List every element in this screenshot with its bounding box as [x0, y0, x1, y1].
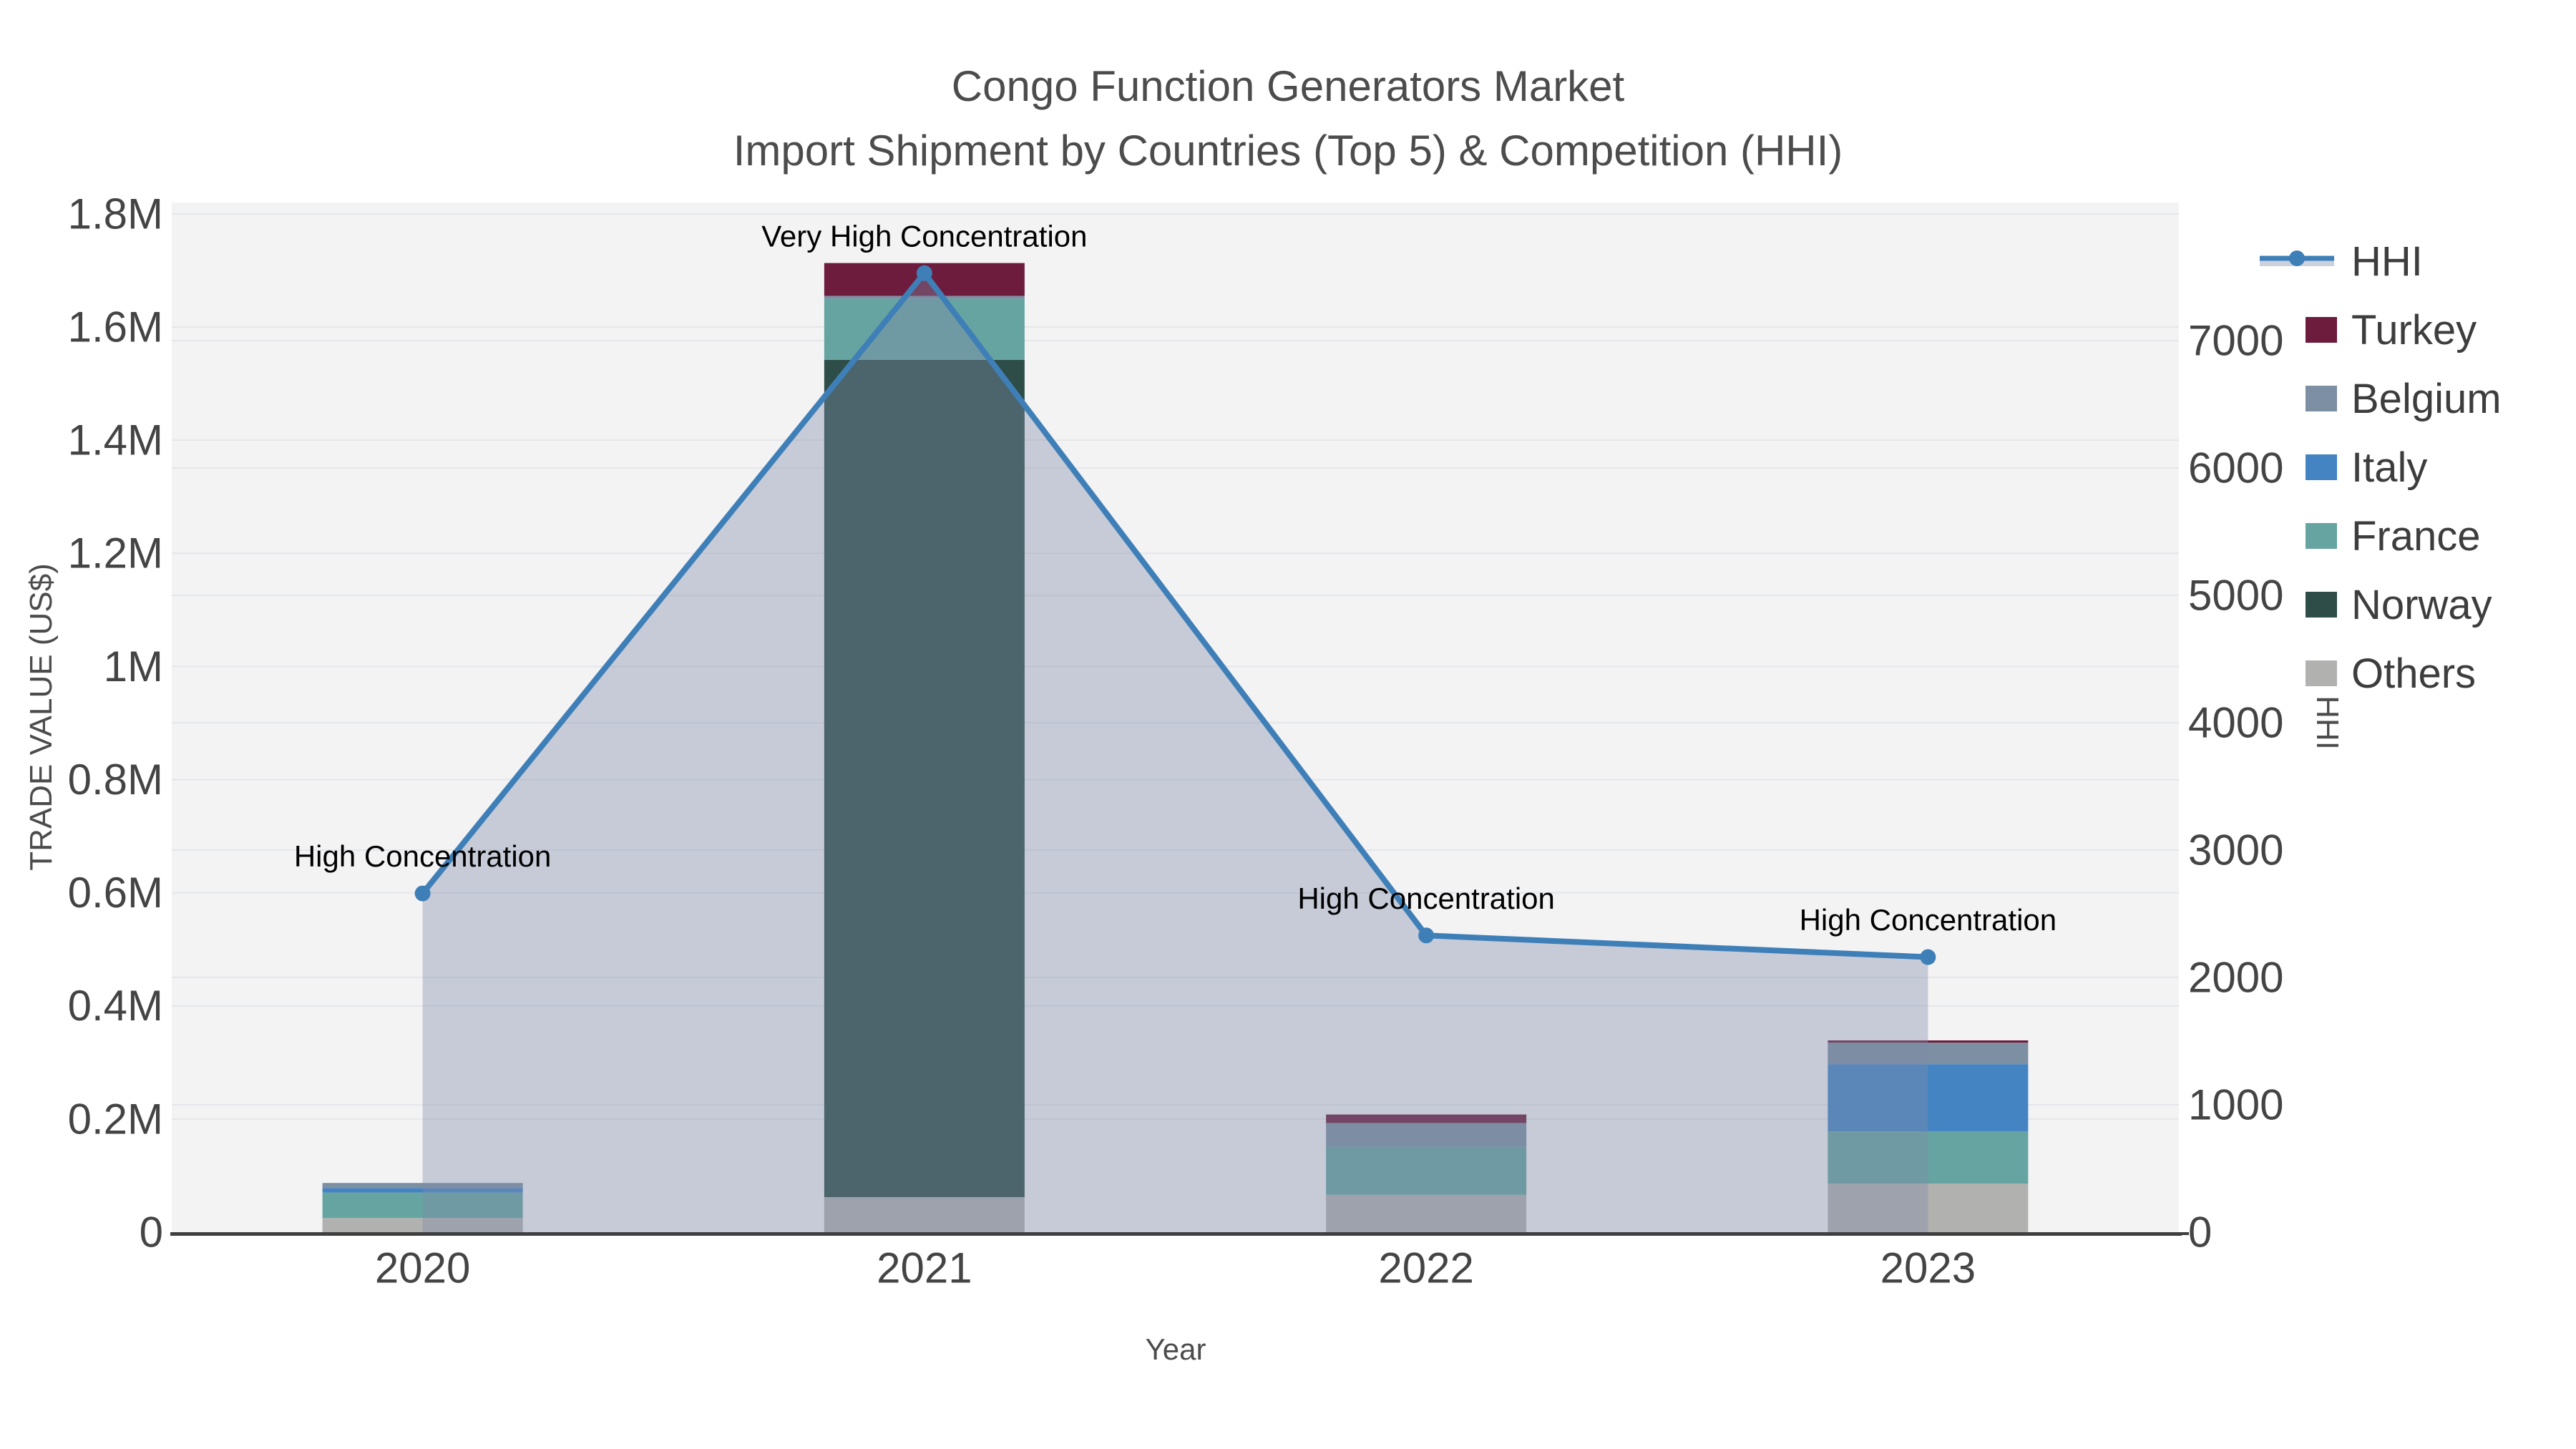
y-left-axis-title: TRADE VALUE (US$) [24, 563, 59, 871]
legend-item-belgium[interactable]: Belgium [2260, 364, 2502, 433]
bar-segment-france-2020[interactable] [322, 1192, 523, 1219]
legend-swatch-icon [2260, 592, 2338, 618]
hhi-line [419, 270, 1931, 960]
x-tick-label: 2021 [877, 1244, 972, 1292]
chart-title-line1: Congo Function Generators Market [951, 62, 1625, 110]
y-right-tick-label: 5000 [2188, 572, 2283, 620]
y-left-tick-label: 1.6M [68, 303, 163, 351]
bar-segment-turkey-2022[interactable] [1326, 1114, 1527, 1123]
bar-segment-turkey-2023[interactable] [1828, 1040, 2029, 1043]
legend-item-turkey[interactable]: Turkey [2260, 296, 2502, 364]
y-right-tick-label: 0 [2188, 1209, 2212, 1257]
bar-segment-belgium-2023[interactable] [1828, 1043, 2029, 1065]
legend-item-france[interactable]: France [2260, 502, 2502, 570]
annotation: High Concentration [1297, 882, 1555, 915]
bar-segment-france-2023[interactable] [1828, 1131, 2029, 1184]
legend-swatch [2306, 386, 2337, 411]
x-tick-label: 2022 [1378, 1244, 1473, 1292]
hhi-marker-2021[interactable] [916, 265, 932, 281]
legend-label: Belgium [2351, 375, 2502, 422]
y-left-tick-label: 0.6M [68, 869, 163, 917]
legend-item-hhi[interactable]: HHI [2260, 227, 2502, 296]
legend-label: HHI [2351, 238, 2423, 285]
legend-label: Others [2351, 650, 2477, 697]
legend-swatch [2306, 523, 2337, 549]
hhi-marker-2020[interactable] [414, 885, 431, 902]
y-right-tick-label: 2000 [2188, 954, 2283, 1002]
hhi-area [422, 273, 1928, 1233]
legend-swatch [2306, 660, 2337, 686]
x-axis-line [170, 1232, 2182, 1236]
y-left-tick-label: 1.8M [68, 190, 163, 238]
x-tick-label: 2020 [375, 1244, 470, 1292]
legend-swatch-icon [2260, 386, 2338, 411]
legend-label: Turkey [2351, 306, 2477, 353]
y-left-tick-label: 0.4M [68, 982, 163, 1030]
bar-segment-belgium-2021[interactable] [824, 296, 1025, 299]
legend-swatch-icon [2260, 454, 2338, 480]
legend-item-others[interactable]: Others [2260, 639, 2502, 708]
bar-segment-italy-2023[interactable] [1828, 1064, 2029, 1132]
legend-swatch [2306, 454, 2337, 480]
hhi-marker-2023[interactable] [1920, 949, 1936, 965]
bar-segment-others-2021[interactable] [824, 1196, 1025, 1232]
legend-swatch-icon [2260, 523, 2338, 549]
y-left-tick-label: 0.8M [68, 756, 163, 804]
y-right-tick-label: 1000 [2188, 1081, 2283, 1129]
legend-item-norway[interactable]: Norway [2260, 570, 2502, 639]
bar-segment-others-2023[interactable] [1828, 1184, 2029, 1232]
y-left-tick-label: 0 [140, 1209, 163, 1257]
y-left-tick-label: 1.2M [68, 530, 163, 577]
legend-label: Italy [2351, 444, 2428, 491]
bar-segment-france-2021[interactable] [824, 298, 1025, 360]
legend: HHI Turkey Belgium Italy France Norway Others [2260, 227, 2502, 708]
y-right-tick-label: 7000 [2188, 317, 2283, 365]
y-left-tick-label: 1.4M [68, 416, 163, 464]
y-right-tick-label: 6000 [2188, 444, 2283, 492]
y-right-tick-label: 4000 [2188, 699, 2283, 747]
bar-segment-france-2022[interactable] [1326, 1146, 1527, 1195]
legend-label: Norway [2351, 581, 2492, 628]
x-axis-title: Year [1145, 1332, 1206, 1366]
legend-item-italy[interactable]: Italy [2260, 433, 2502, 502]
y-left-tick-label: 1M [104, 643, 163, 691]
y-right-tick-label: 3000 [2188, 826, 2283, 874]
annotation: Very High Concentration [761, 219, 1087, 253]
bar-segment-italy-2020[interactable] [322, 1188, 523, 1193]
legend-swatch [2306, 317, 2337, 343]
annotation: High Concentration [294, 839, 552, 873]
bar-segment-others-2022[interactable] [1326, 1194, 1527, 1232]
bar-segment-norway-2021[interactable] [824, 359, 1025, 1197]
bar-segment-others-2020[interactable] [322, 1218, 523, 1232]
bar-segment-belgium-2022[interactable] [1326, 1123, 1527, 1147]
legend-swatch [2306, 592, 2337, 618]
x-tick-label: 2023 [1880, 1244, 1976, 1292]
legend-line-sample-icon [2260, 248, 2338, 274]
y-left-tick-label: 0.2M [68, 1095, 163, 1143]
bar-segment-belgium-2020[interactable] [322, 1183, 523, 1189]
annotation: High Concentration [1800, 903, 2057, 937]
hhi-marker-2022[interactable] [1418, 927, 1435, 944]
legend-swatch-icon [2260, 317, 2338, 343]
chart-title-line2: Import Shipment by Countries (Top 5) & C… [733, 127, 1843, 175]
legend-swatch-icon [2260, 660, 2338, 686]
legend-label: France [2351, 512, 2481, 560]
